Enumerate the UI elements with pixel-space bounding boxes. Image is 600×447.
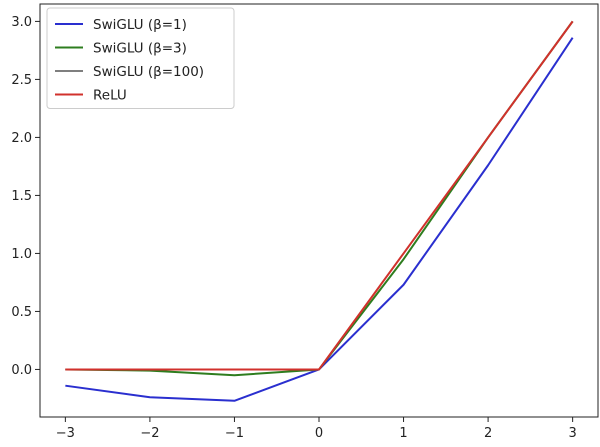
y-tick-label: 0.5: [11, 305, 32, 320]
y-tick-label: 2.0: [11, 131, 32, 146]
x-tick-label: −1: [225, 426, 244, 441]
legend: SwiGLU (β=1) SwiGLU (β=3) SwiGLU (β=100) Re…: [46, 7, 235, 109]
legend-label: SwiGLU (β=1): [93, 17, 187, 33]
series-line-4: [65, 20, 574, 371]
x-tick-label: −2: [140, 426, 159, 441]
y-tick-label: 2.5: [11, 73, 32, 88]
x-tick-label: 3: [568, 426, 576, 441]
y-tick-label: 1.5: [11, 189, 32, 204]
legend-box: [46, 7, 235, 109]
x-tick-label: 0: [315, 426, 323, 441]
x-tick-label: 1: [399, 426, 407, 441]
legend-label: SwiGLU (β=100): [93, 64, 204, 80]
x-tick-label: −3: [56, 426, 75, 441]
y-tick-label: 0.0: [11, 363, 32, 378]
legend-label: ReLU: [93, 88, 127, 104]
axes-layer: −3 −2 −1 0 1 2 3 0.0 0.5 1.0 1.5 2.0 2.5 3.0: [11, 3, 599, 441]
y-tick-label: 1.0: [11, 247, 32, 262]
series-layer: [65, 20, 574, 402]
x-tick-label: 2: [484, 426, 492, 441]
legend-label: SwiGLU (β=3): [93, 41, 187, 57]
y-tick-label: 3.0: [11, 15, 32, 30]
